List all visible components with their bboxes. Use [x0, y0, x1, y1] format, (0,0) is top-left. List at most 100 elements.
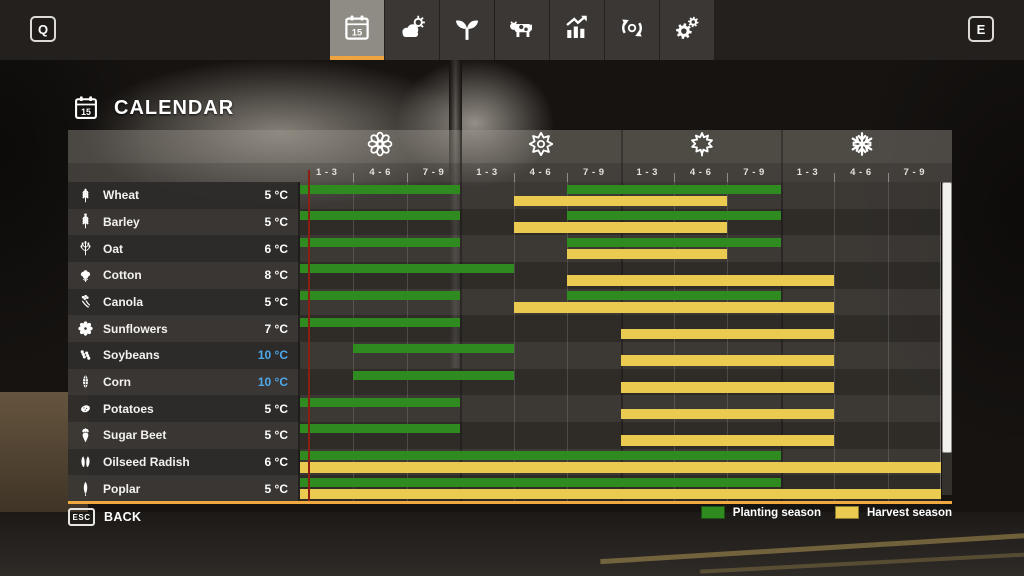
gridline [887, 288, 889, 316]
season-summer [460, 130, 620, 163]
gridline [887, 235, 889, 262]
gridline [834, 368, 836, 396]
gridline [567, 395, 569, 422]
gridline [620, 341, 623, 369]
period-label: 1 - 3 [796, 167, 819, 178]
gridline [887, 341, 889, 369]
crop-name: Cotton [103, 268, 142, 283]
gridline [834, 315, 836, 342]
gridline [460, 341, 463, 369]
gridline [620, 421, 623, 449]
crop-germination-temp: 7 °C [264, 321, 288, 336]
crop-label: Cotton 8 °C [68, 261, 300, 289]
gridline [513, 368, 515, 396]
calendar-icon: 15 [72, 94, 100, 122]
cotton-icon [77, 267, 94, 284]
planting-bar [353, 344, 514, 354]
tab-calendar[interactable]: 15 [330, 0, 384, 60]
tab-settings[interactable] [660, 0, 714, 60]
gears-icon [672, 13, 702, 48]
gridline [620, 208, 623, 236]
tab-weather[interactable] [385, 0, 439, 60]
gridline [513, 315, 515, 342]
key-hint-e: E [968, 16, 994, 42]
road [0, 512, 1024, 576]
gridline [887, 182, 889, 209]
period-tick [406, 173, 408, 182]
crop-name: Oat [103, 241, 124, 256]
period-label: 1 - 3 [636, 167, 658, 178]
gridline [460, 475, 463, 502]
crop-name: Soybeans [103, 348, 160, 363]
gridline [780, 182, 783, 209]
radish-icon [77, 453, 94, 470]
period-label: 4 - 6 [850, 167, 872, 178]
tab-crops[interactable] [440, 0, 494, 60]
chart-icon [562, 13, 592, 48]
gridline [620, 261, 623, 289]
planting-bar [300, 477, 781, 487]
oat-icon [77, 240, 94, 257]
crop-label: Barley 5 °C [68, 208, 300, 236]
menu-tabs: 15 [330, 0, 714, 60]
gridline [460, 261, 463, 289]
crop-row-barley: Barley 5 °C [68, 208, 952, 236]
panel-bottom-accent [68, 501, 952, 504]
back-button[interactable]: ESC BACK [68, 508, 141, 526]
crop-timeline [300, 235, 941, 262]
gridline [353, 182, 355, 209]
harvest-bar [567, 275, 835, 286]
period-tick [620, 163, 623, 182]
gridline [834, 395, 836, 422]
gridline [727, 475, 729, 502]
gridline [673, 288, 675, 316]
period-tick [727, 173, 729, 182]
maple-leaf-icon [688, 130, 716, 163]
tab-animals[interactable] [495, 0, 549, 60]
gridline [406, 368, 408, 396]
crop-germination-temp: 5 °C [264, 294, 288, 309]
gridline [673, 235, 675, 262]
gridline [353, 368, 355, 396]
crop-germination-temp: 5 °C [264, 428, 288, 443]
tab-production[interactable] [605, 0, 659, 60]
crop-name: Corn [103, 374, 131, 389]
gridline [780, 475, 783, 502]
sprout-icon [452, 13, 482, 48]
crop-name: Poplar [103, 481, 141, 496]
period-label: 4 - 6 [529, 167, 552, 178]
gridline [460, 288, 463, 316]
period-label: 4 - 6 [369, 167, 391, 178]
gridline [834, 421, 836, 449]
period-tick [353, 173, 355, 182]
scrollbar-track[interactable] [942, 182, 952, 495]
crop-timeline [300, 421, 941, 449]
planting-bar [300, 451, 781, 461]
gridline [887, 395, 889, 422]
crop-germination-temp: 10 °C [257, 374, 288, 389]
gridline [673, 208, 675, 236]
gridline [513, 208, 515, 236]
crop-timeline [300, 395, 941, 422]
gridline [567, 235, 569, 262]
gridline [353, 475, 355, 502]
legend-item: Planting season [700, 506, 821, 519]
season-autumn [620, 130, 781, 163]
wheat-icon [77, 187, 94, 204]
period-tick [834, 173, 836, 182]
gridline [567, 182, 569, 209]
crop-name: Sugar Beet [103, 428, 167, 443]
gridline [567, 475, 569, 502]
gridline [353, 448, 355, 476]
gridline [834, 341, 836, 369]
tab-finances[interactable] [550, 0, 604, 60]
gridline [780, 208, 783, 236]
crop-germination-temp: 6 °C [264, 241, 288, 256]
key-hint-q: Q [30, 16, 56, 42]
crop-label: Sunflowers 7 °C [68, 315, 300, 342]
scrollbar-thumb[interactable] [942, 182, 952, 453]
flower-icon [366, 130, 394, 163]
svg-text:15: 15 [352, 27, 362, 37]
page-title: CALENDAR [114, 96, 235, 119]
gridline [567, 288, 569, 316]
